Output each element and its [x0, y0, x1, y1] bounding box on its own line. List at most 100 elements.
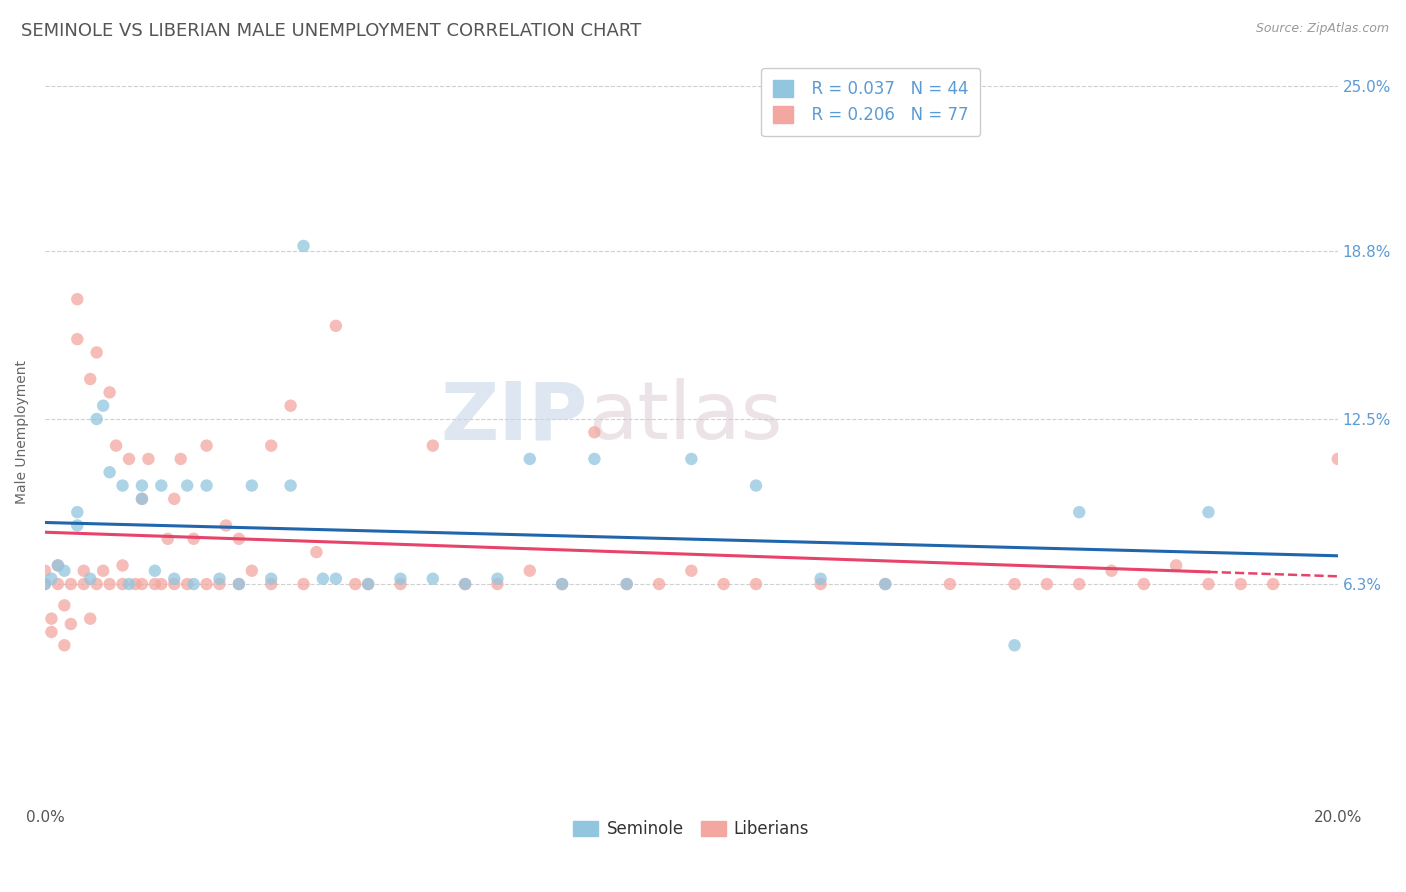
Point — [118, 451, 141, 466]
Point — [454, 577, 477, 591]
Point — [357, 577, 380, 591]
Text: SEMINOLE VS LIBERIAN MALE UNEMPLOYMENT CORRELATION CHART: SEMINOLE VS LIBERIAN MALE UNEMPLOYMENT C… — [21, 22, 641, 40]
Point — [486, 577, 509, 591]
Point — [73, 564, 96, 578]
Point — [389, 572, 412, 586]
Point — [59, 617, 82, 632]
Point — [1261, 577, 1284, 591]
Point — [66, 292, 89, 306]
Point — [53, 564, 76, 578]
Point — [98, 577, 121, 591]
Point — [648, 577, 671, 591]
Point — [1326, 451, 1348, 466]
Point — [131, 491, 153, 506]
Point — [91, 399, 114, 413]
Point — [681, 564, 703, 578]
Point — [131, 478, 153, 492]
Point — [183, 532, 205, 546]
Point — [422, 572, 444, 586]
Point — [305, 545, 328, 559]
Point — [66, 518, 89, 533]
Point — [389, 577, 412, 591]
Point — [176, 577, 198, 591]
Point — [105, 439, 128, 453]
Legend: Seminole, Liberians: Seminole, Liberians — [567, 814, 815, 845]
Point — [228, 577, 250, 591]
Point — [551, 577, 574, 591]
Point — [41, 624, 63, 639]
Point — [150, 577, 173, 591]
Point — [195, 478, 218, 492]
Point — [131, 491, 153, 506]
Point — [875, 577, 897, 591]
Point — [73, 577, 96, 591]
Point — [1198, 577, 1220, 591]
Point — [810, 577, 832, 591]
Point — [41, 572, 63, 586]
Point — [163, 577, 186, 591]
Point — [131, 577, 153, 591]
Point — [260, 572, 283, 586]
Point — [163, 572, 186, 586]
Point — [745, 478, 768, 492]
Point — [53, 638, 76, 652]
Point — [208, 577, 231, 591]
Point — [240, 478, 263, 492]
Point — [98, 465, 121, 479]
Point — [91, 564, 114, 578]
Point — [138, 451, 160, 466]
Point — [1101, 564, 1123, 578]
Point — [195, 439, 218, 453]
Point — [1230, 577, 1253, 591]
Point — [260, 577, 283, 591]
Point — [66, 505, 89, 519]
Text: ZIP: ZIP — [440, 378, 588, 457]
Point — [1069, 577, 1091, 591]
Point — [1069, 505, 1091, 519]
Point — [240, 564, 263, 578]
Point — [583, 425, 606, 440]
Point — [312, 572, 335, 586]
Point — [195, 577, 218, 591]
Point — [143, 577, 166, 591]
Point — [1004, 638, 1026, 652]
Point — [519, 451, 541, 466]
Point — [583, 451, 606, 466]
Point — [454, 577, 477, 591]
Point — [1004, 577, 1026, 591]
Point — [59, 577, 82, 591]
Point — [79, 372, 101, 386]
Point — [325, 572, 347, 586]
Point — [176, 478, 198, 492]
Text: Source: ZipAtlas.com: Source: ZipAtlas.com — [1256, 22, 1389, 36]
Point — [34, 564, 56, 578]
Point — [292, 239, 315, 253]
Point — [551, 577, 574, 591]
Point — [41, 612, 63, 626]
Point — [86, 412, 108, 426]
Point — [183, 577, 205, 591]
Point — [111, 478, 134, 492]
Text: atlas: atlas — [588, 378, 782, 457]
Point — [713, 577, 735, 591]
Point — [208, 572, 231, 586]
Point — [228, 532, 250, 546]
Point — [111, 577, 134, 591]
Point — [79, 612, 101, 626]
Point — [260, 439, 283, 453]
Y-axis label: Male Unemployment: Male Unemployment — [15, 360, 30, 504]
Point — [118, 577, 141, 591]
Point — [46, 577, 69, 591]
Point — [745, 577, 768, 591]
Point — [143, 564, 166, 578]
Point — [616, 577, 638, 591]
Point — [422, 439, 444, 453]
Point — [170, 451, 193, 466]
Point — [1166, 558, 1188, 573]
Point — [875, 577, 897, 591]
Point — [111, 558, 134, 573]
Point — [1133, 577, 1156, 591]
Point — [939, 577, 962, 591]
Point — [486, 572, 509, 586]
Point — [86, 345, 108, 359]
